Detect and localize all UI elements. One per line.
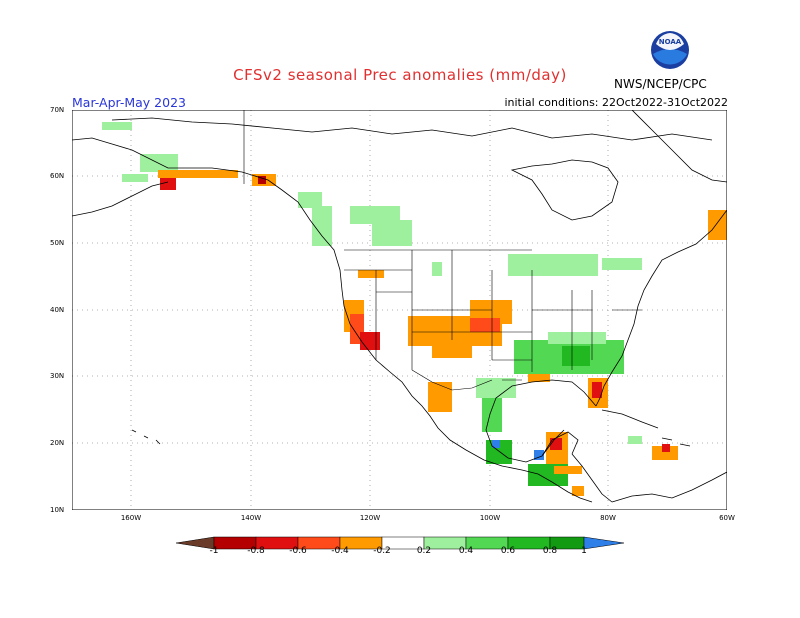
legend-label: -0.2 xyxy=(373,546,391,556)
legend-label: 0.4 xyxy=(458,546,474,556)
anomaly-patch xyxy=(508,254,598,276)
legend-label: -0.6 xyxy=(289,546,307,556)
chart-title: CFSv2 seasonal Prec anomalies (mm/day) xyxy=(233,66,567,84)
anomaly-patch xyxy=(360,332,380,350)
anomaly-patch xyxy=(708,210,727,240)
anomaly-patch xyxy=(562,346,590,366)
legend-label: 0.6 xyxy=(500,546,516,556)
lat-label-30n: 30N xyxy=(50,372,65,380)
anomaly-patch xyxy=(470,318,500,332)
lat-label-40n: 40N xyxy=(50,306,65,314)
anomaly-patch xyxy=(298,192,322,208)
lon-label-60w: 60W xyxy=(719,514,735,522)
lat-label-70n: 70N xyxy=(50,106,65,114)
anomaly-patch xyxy=(528,374,550,382)
anomaly-patch xyxy=(628,436,642,444)
anomaly-patch xyxy=(102,122,132,130)
anomaly-patch xyxy=(258,176,266,184)
anomaly-patch xyxy=(476,378,516,398)
anomaly-patch xyxy=(572,486,584,496)
anomaly-patch xyxy=(122,174,148,182)
lat-label-60n: 60N xyxy=(50,172,65,180)
noaa-logo: NOAA xyxy=(650,30,690,70)
legend-label: 0.2 xyxy=(416,546,432,556)
anomaly-patch xyxy=(534,450,544,460)
legend-label: -0.4 xyxy=(331,546,349,556)
anomaly-patch xyxy=(160,178,176,190)
lon-label-160w: 160W xyxy=(120,514,142,522)
anomaly-patch xyxy=(158,170,238,178)
anomaly-patch xyxy=(602,258,642,270)
lat-label-20n: 20N xyxy=(50,439,65,447)
anomaly-patch xyxy=(554,466,582,474)
anomaly-patch xyxy=(432,336,472,358)
anomaly-patch xyxy=(428,382,452,412)
lon-label-80w: 80W xyxy=(600,514,616,522)
lat-label-50n: 50N xyxy=(50,239,65,247)
legend-label: 0.8 xyxy=(542,546,558,556)
anomaly-patch xyxy=(662,444,670,452)
lat-label-10n: 10N xyxy=(50,506,65,514)
legend-label: 1 xyxy=(581,546,587,556)
anomaly-patch xyxy=(350,206,400,224)
anomaly-patch xyxy=(482,398,502,432)
anomaly-map xyxy=(71,109,728,511)
anomaly-patch xyxy=(358,270,384,278)
noaa-logo-text: NOAA xyxy=(659,38,682,46)
legend-label: -0.8 xyxy=(247,546,265,556)
anomaly-patch xyxy=(492,440,500,448)
lon-label-100w: 100W xyxy=(479,514,501,522)
state-borders xyxy=(243,110,642,391)
anomaly-patch xyxy=(372,220,412,246)
anomaly-patch xyxy=(432,262,442,276)
lon-label-140w: 140W xyxy=(240,514,262,522)
legend-label: -1 xyxy=(209,546,219,556)
anomaly-patch xyxy=(652,446,678,460)
lon-label-120w: 120W xyxy=(359,514,381,522)
legend-swatch xyxy=(583,536,625,550)
initial-conditions: initial conditions: 22Oct2022-31Oct2022 xyxy=(504,96,728,109)
coastlines xyxy=(71,109,728,503)
anomaly-patch xyxy=(592,382,602,398)
anomaly-patch xyxy=(312,206,332,246)
anomaly-patches xyxy=(102,122,727,496)
anomaly-patch xyxy=(548,332,606,344)
color-legend xyxy=(172,533,632,553)
forecast-period: Mar-Apr-May 2023 xyxy=(72,95,186,110)
agency-label: NWS/NCEP/CPC xyxy=(614,77,707,91)
